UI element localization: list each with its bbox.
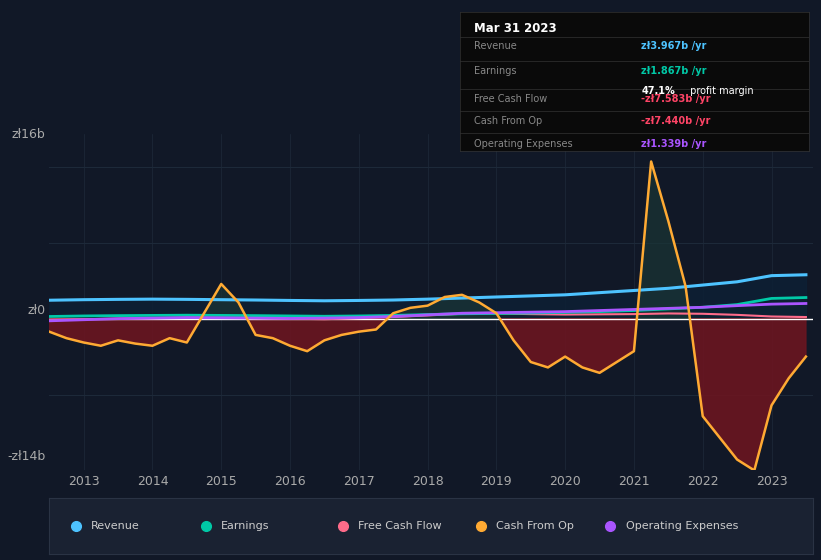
Text: profit margin: profit margin [686, 86, 753, 96]
Text: Free Cash Flow: Free Cash Flow [359, 521, 443, 531]
Text: Operating Expenses: Operating Expenses [474, 139, 572, 149]
Text: zł1.867b /yr: zł1.867b /yr [641, 67, 707, 77]
Text: zł0: zł0 [27, 304, 45, 318]
Text: Earnings: Earnings [474, 67, 516, 77]
Text: Revenue: Revenue [91, 521, 140, 531]
Text: Free Cash Flow: Free Cash Flow [474, 94, 547, 104]
Text: -zł14b: -zł14b [7, 450, 45, 463]
Text: -zł7.583b /yr: -zł7.583b /yr [641, 94, 711, 104]
Text: zł3.967b /yr: zł3.967b /yr [641, 41, 707, 52]
Text: Cash From Op: Cash From Op [496, 521, 574, 531]
Text: 47.1%: 47.1% [641, 86, 675, 96]
Text: Mar 31 2023: Mar 31 2023 [474, 22, 557, 35]
Text: zł1.339b /yr: zł1.339b /yr [641, 139, 707, 149]
Text: Cash From Op: Cash From Op [474, 116, 542, 127]
Text: Operating Expenses: Operating Expenses [626, 521, 738, 531]
Text: Revenue: Revenue [474, 41, 516, 52]
Text: Earnings: Earnings [221, 521, 269, 531]
Text: -zł7.440b /yr: -zł7.440b /yr [641, 116, 711, 127]
Text: zł16b: zł16b [11, 128, 45, 141]
